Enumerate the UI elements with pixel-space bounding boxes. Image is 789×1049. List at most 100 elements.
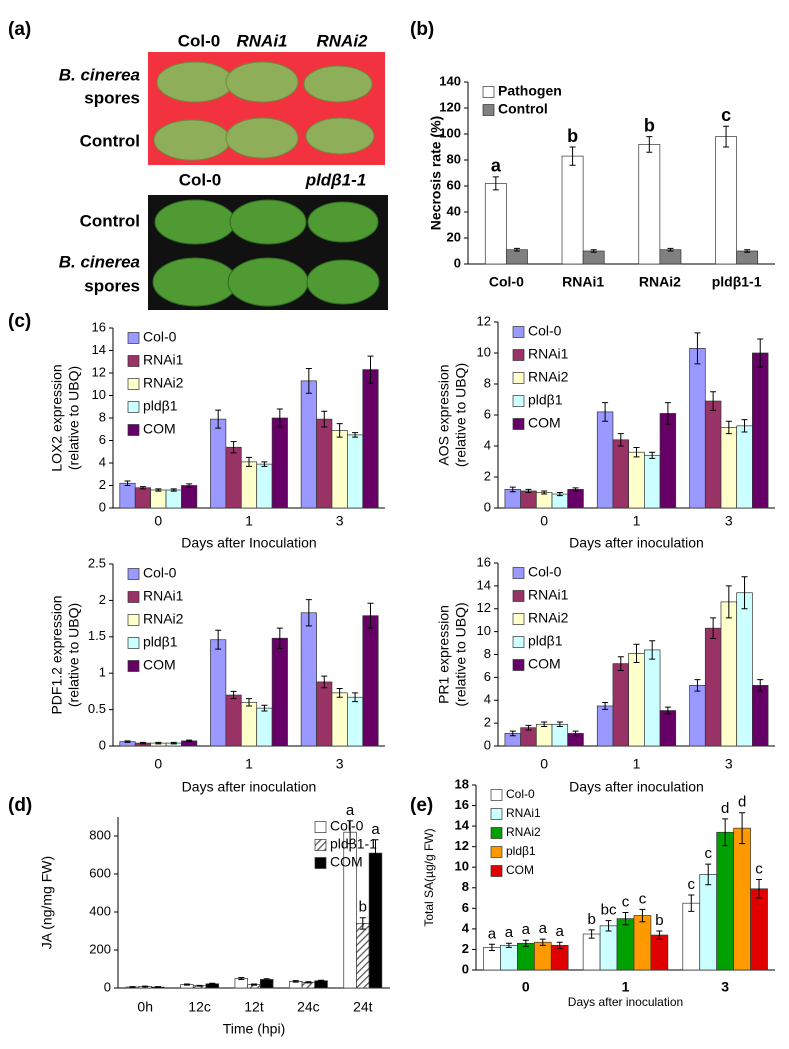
error-bar [556, 941, 563, 949]
y-axis-label: (relative to UBQ) [453, 602, 469, 706]
bar [210, 418, 227, 509]
error-bar [367, 355, 374, 384]
point-label: b [655, 912, 663, 929]
row-label: Control [80, 211, 140, 230]
y-axis-label: PDF1.2 expression [49, 595, 65, 714]
bar [659, 249, 682, 265]
error-bar [569, 146, 576, 166]
legend-label: Col-0 [528, 323, 562, 339]
column-label: Col-0 [178, 31, 221, 50]
legend-label: RNAi2 [143, 375, 184, 391]
x-tick-label: 12t [244, 999, 264, 1015]
x-tick-label: 1 [633, 513, 641, 529]
error-bar [367, 602, 374, 629]
error-bar [318, 979, 325, 982]
legend-label: Pathogen [498, 83, 562, 99]
bar [347, 434, 364, 509]
legend-swatch [490, 789, 503, 801]
y-tick-label: 100 [439, 125, 461, 140]
error-bar [139, 741, 146, 745]
panel-label: (a) [8, 19, 31, 40]
bar [535, 723, 553, 747]
error-bar [305, 368, 312, 394]
legend-label: pldβ1 [143, 398, 178, 414]
bar [210, 639, 227, 747]
error-bar [667, 247, 674, 252]
error-bar [710, 617, 717, 639]
error-bar [209, 982, 216, 985]
error-bar [129, 986, 136, 988]
legend-swatch [482, 86, 495, 98]
legend-label: pldβ1 [528, 392, 563, 408]
point-label: c [639, 890, 647, 907]
error-bar [336, 423, 343, 438]
bar [633, 915, 652, 971]
error-bar [230, 690, 237, 700]
x-axis-label: Days after inoculation [568, 995, 683, 1009]
bar [271, 637, 288, 747]
error-bar [336, 687, 343, 698]
legend-label: RNAi2 [143, 611, 184, 627]
error-bar [633, 643, 640, 664]
bar [582, 933, 601, 971]
error-bar [124, 740, 131, 743]
y-tick-label: 140 [439, 73, 461, 88]
error-bar [305, 981, 312, 984]
error-bar [617, 433, 624, 447]
error-bar [525, 488, 532, 493]
error-bar [605, 920, 612, 932]
bar [736, 425, 753, 509]
error-bar [541, 490, 548, 495]
bar [150, 489, 167, 509]
point-label: b [587, 911, 595, 928]
legend-swatch [512, 590, 525, 602]
row-label: Control [80, 131, 140, 150]
bar [736, 592, 753, 747]
error-bar [186, 483, 193, 488]
y-tick-label: 4 [484, 692, 491, 707]
y-tick-label: 10 [455, 859, 469, 874]
bar [300, 380, 317, 509]
row-label: spores [84, 88, 140, 107]
y-tick-label: 8 [484, 375, 491, 390]
legend-label: RNAi1 [528, 587, 569, 603]
bar [331, 430, 348, 509]
error-bar [183, 983, 190, 986]
error-bar [541, 721, 548, 728]
bar [484, 183, 507, 265]
bar [643, 649, 661, 747]
error-bar [602, 702, 609, 710]
point-label: a [522, 921, 531, 938]
y-axis-label: PR1 expression [436, 605, 452, 704]
y-tick-label: 8 [99, 409, 106, 424]
legend-swatch [512, 659, 525, 671]
y-axis-label: LOX2 expression [49, 364, 65, 471]
legend-label: Col-0 [143, 329, 177, 345]
legend-label: Col-0 [330, 818, 364, 834]
legend-swatch [314, 821, 327, 833]
bar [599, 925, 618, 971]
x-tick-label: pldβ1-1 [712, 274, 762, 290]
x-tick-label: 0 [154, 756, 162, 772]
error-bar [556, 721, 563, 728]
error-bar [186, 739, 193, 743]
bar [716, 831, 734, 971]
x-axis-label: Days after inoculation [569, 779, 704, 795]
legend-swatch [314, 839, 327, 851]
error-bar [694, 332, 701, 365]
y-axis-label: Necrosis rate (%) [428, 116, 444, 230]
legend-label: pldβ1-1 [330, 836, 377, 852]
legend-swatch [127, 332, 140, 344]
error-bar [321, 675, 328, 689]
column-label: RNAi1 [236, 31, 287, 50]
y-tick-label: 18 [455, 776, 469, 791]
error-bar [154, 986, 161, 988]
legend-label: RNAi2 [506, 825, 541, 839]
legend-swatch [127, 637, 140, 649]
error-bar [305, 599, 312, 627]
y-axis-label: (relative to UBQ) [66, 366, 82, 470]
legend-swatch [482, 104, 495, 116]
point-label: a [346, 802, 355, 819]
bar [551, 493, 569, 509]
y-tick-label: 14 [477, 577, 491, 592]
